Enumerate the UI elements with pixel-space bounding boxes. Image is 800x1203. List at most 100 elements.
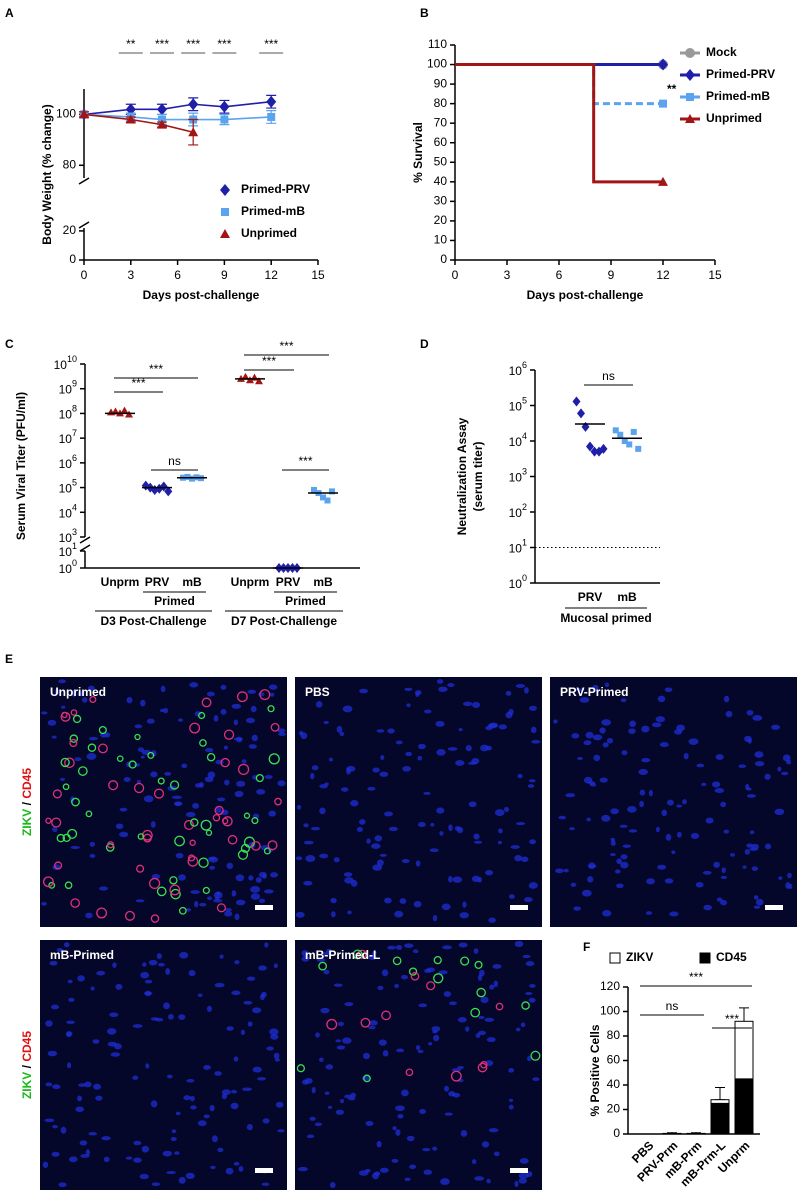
nucleus [397,1114,404,1119]
nucleus [336,725,343,733]
stain [237,763,250,776]
tick-base: 10 [59,408,73,422]
nucleus [508,1104,514,1110]
x-tick-label: PRV [276,575,300,589]
nucleus [394,983,399,988]
tick-exponent: 4 [522,431,527,441]
stain [392,956,402,966]
nucleus [379,1167,389,1173]
nucleus [303,840,314,845]
nucleus [52,826,58,833]
stain [214,805,224,816]
tick-base: 10 [509,577,523,591]
nucleus [356,826,364,833]
nucleus [56,948,64,953]
nucleus [432,1146,438,1151]
significance-label: ns [168,454,181,468]
nucleus [329,1181,336,1188]
nucleus [366,838,371,844]
nucleus [738,764,747,769]
marker [311,486,317,493]
micrograph [40,677,287,927]
nucleus [133,1157,142,1163]
nucleus [115,983,123,990]
stain [105,843,115,852]
panel-letter: C [5,337,14,351]
nucleus [310,826,321,831]
x-axis-label: Days post-challenge [143,288,260,302]
nucleus [269,692,275,697]
stain [170,888,181,900]
group-label: D7 Post-Challenge [231,614,337,628]
y-axis-label: Neutralization Assay [455,417,469,535]
marker [219,100,230,113]
nucleus [778,876,783,880]
nucleus [510,845,520,849]
nucleus [322,952,328,957]
bar-segment [734,1078,754,1135]
nucleus [474,1176,485,1181]
stain [174,835,185,847]
marker [577,408,585,419]
y-tick-label: 0 [613,1126,620,1140]
x-tick-label: mB [182,575,202,589]
stain [263,847,271,855]
nucleus [755,898,764,906]
nucleus [139,1173,149,1180]
stain [89,695,97,703]
nucleus [270,872,279,878]
nucleus [417,755,423,761]
nucleus [690,832,700,840]
nucleus [217,1147,224,1153]
nucleus [178,1014,186,1021]
nucleus [487,723,498,729]
nucleus [522,954,531,959]
y-tick-label: 20 [434,213,448,227]
nucleus [250,893,261,900]
nucleus [163,1002,170,1010]
nucleus [342,1037,352,1044]
nucleus [457,1017,467,1023]
nucleus [532,1077,540,1082]
nucleus [382,1050,389,1057]
nucleus [493,1151,500,1157]
nucleus [226,1026,234,1031]
nucleus [323,720,329,725]
y-tick-label: 0 [440,252,447,266]
stain [318,961,328,971]
nucleus [197,1120,207,1127]
stain [470,1007,481,1018]
nucleus [67,979,73,984]
marker [220,184,230,196]
stain [45,817,52,824]
nucleus [655,716,666,723]
marker [630,428,637,435]
nucleus [178,874,186,881]
nucleus [68,997,75,1002]
y-tick-label: 104 [509,431,527,449]
nucleus [126,696,133,704]
row-label: ZIKV / CD45 [20,1031,34,1099]
nucleus [311,765,319,771]
nucleus [277,780,286,787]
nucleus [374,835,383,842]
nucleus [473,948,479,954]
nucleus [330,897,337,904]
nucleus [627,806,637,813]
nucleus [787,872,792,879]
nucleus [174,1151,180,1155]
nucleus [527,784,535,788]
nucleus [101,1136,111,1141]
nucleus [250,886,261,893]
nucleus [86,752,97,760]
group-label: Primed [154,594,195,608]
stain [236,691,248,703]
nucleus [142,962,147,967]
nucleus [60,705,66,709]
nucleus [478,1015,485,1020]
tick-base: 10 [59,506,73,520]
bar-segment [710,1099,730,1104]
stain [169,876,178,885]
nucleus [359,688,369,694]
stain [147,751,155,759]
